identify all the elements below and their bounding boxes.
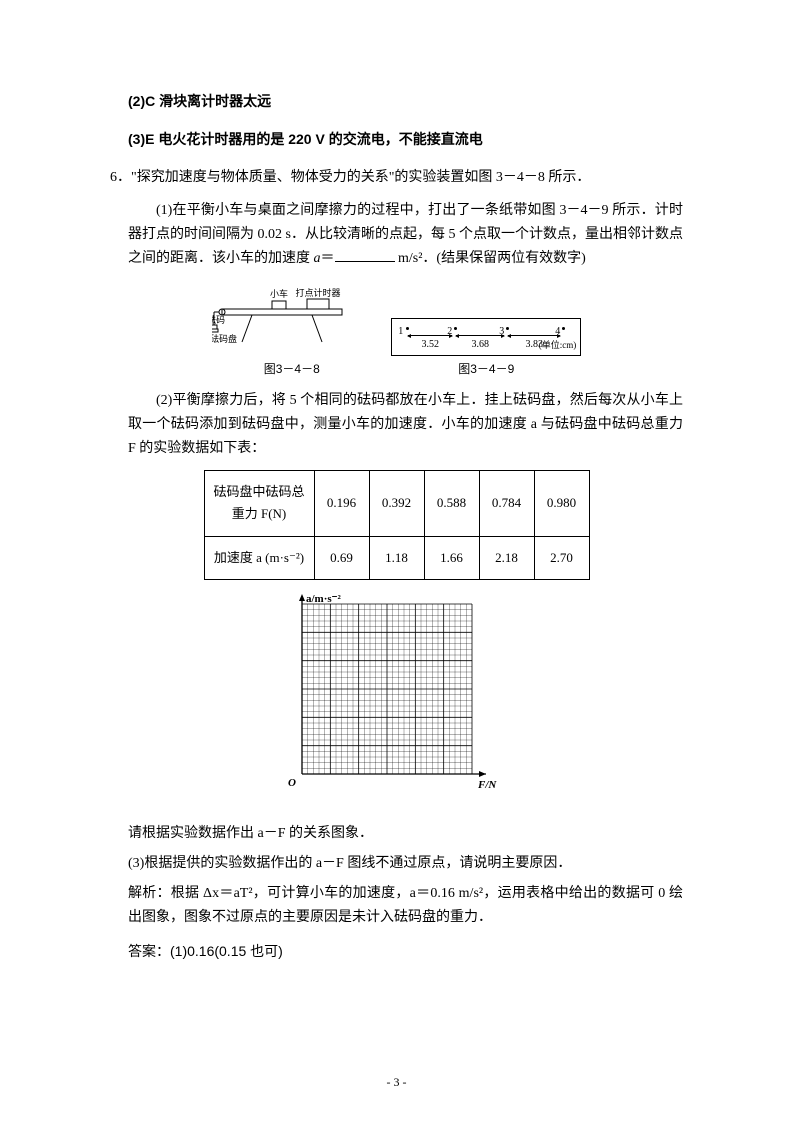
page-number: - 3 - [0,1072,793,1092]
grid-svg: a/m·s⁻² F/N O [280,594,514,804]
table-cell: 2.18 [479,536,534,579]
apparatus-svg: 小车 打点计时器 砝码 砝码盘 [212,287,372,347]
figure-3-4-8: 小车 打点计时器 砝码 砝码盘 图3－4－8 [212,287,372,379]
table-cell: 1.66 [424,536,479,579]
table-cell: 0.980 [534,471,589,536]
label-car: 小车 [270,288,288,299]
q6-answer: 答案：(1)0.16(0.15 也可) [128,940,683,964]
q6-intro: "探究加速度与物体质量、物体受力的关系"的实验装置如图 3－4－8 所示． [131,170,590,185]
label-weight: 砝码 [212,314,225,325]
q6-part3: (3)根据提供的实验数据作出的 a－F 图线不通过原点，请说明主要原因． [128,852,683,876]
figure-3-4-9: 1 2 3 4 3.52 3.68 3.83 (单位:cm) 图3－4－9 [391,318,581,379]
tape-meas-2: 3.68 [472,336,490,353]
q6-part1-var: a [314,251,321,266]
svg-text:O: O [288,777,296,789]
q6-part1: (1)在平衡小车与桌面之间摩擦力的过程中，打出了一条纸带如图 3－4－9 所示．… [128,199,683,270]
grid-chart: a/m·s⁻² F/N O [110,594,683,813]
prev-answer-2: (2)C 滑块离计时器太远 [128,90,683,114]
table-cell: 0.392 [369,471,424,536]
question-6: 6．"探究加速度与物体质量、物体受力的关系"的实验装置如图 3－4－8 所示． [110,166,683,190]
tape-diagram: 1 2 3 4 3.52 3.68 3.83 (单位:cm) [391,318,581,356]
tape-meas-1: 3.52 [422,336,440,353]
table-cell: 0.69 [314,536,369,579]
label-pan: 砝码盘 [212,333,237,344]
table-row: 加速度 a (m·s⁻²) 0.69 1.18 1.66 2.18 2.70 [204,536,589,579]
q6-part2b: 请根据实验数据作出 a－F 的关系图象． [128,822,683,846]
prev-answer-3: (3)E 电火花计时器用的是 220 V 的交流电，不能接直流电 [128,128,683,152]
table-cell: 2.70 [534,536,589,579]
table-row: 砝码盘中砝码总重力 F(N) 0.196 0.392 0.588 0.784 0… [204,471,589,536]
fig-3-4-8-caption: 图3－4－8 [212,359,372,379]
table-cell: 1.18 [369,536,424,579]
table-cell: 0.588 [424,471,479,536]
data-table: 砝码盘中砝码总重力 F(N) 0.196 0.392 0.588 0.784 0… [204,470,590,579]
q6-number: 6． [110,166,131,190]
table-cell: 0.196 [314,471,369,536]
label-timer: 打点计时器 [295,287,340,298]
q6-analysis: 解析：根据 Δx＝aT²，可计算小车的加速度，a＝0.16 m/s²，运用表格中… [128,882,683,930]
table-cell: 0.784 [479,471,534,536]
q6-part2: (2)平衡摩擦力后，将 5 个相同的砝码都放在小车上．挂上砝码盘，然后每次从小车… [128,389,683,460]
q6-part1-eq: ＝ [321,251,335,266]
svg-text:a/m·s⁻²: a/m·s⁻² [306,594,341,605]
q6-blank [335,248,395,262]
fig-3-4-9-caption: 图3－4－9 [391,359,581,379]
q6-part1-unit: m/s²．(结果保留两位有效数字) [395,251,586,266]
svg-text:F/N: F/N [477,779,497,791]
figure-row: 小车 打点计时器 砝码 砝码盘 图3－4－8 1 2 3 4 3.52 [110,287,683,379]
table-header-a: 加速度 a (m·s⁻²) [204,536,314,579]
table-header-F: 砝码盘中砝码总重力 F(N) [204,471,314,536]
tape-unit: (单位:cm) [539,338,577,353]
